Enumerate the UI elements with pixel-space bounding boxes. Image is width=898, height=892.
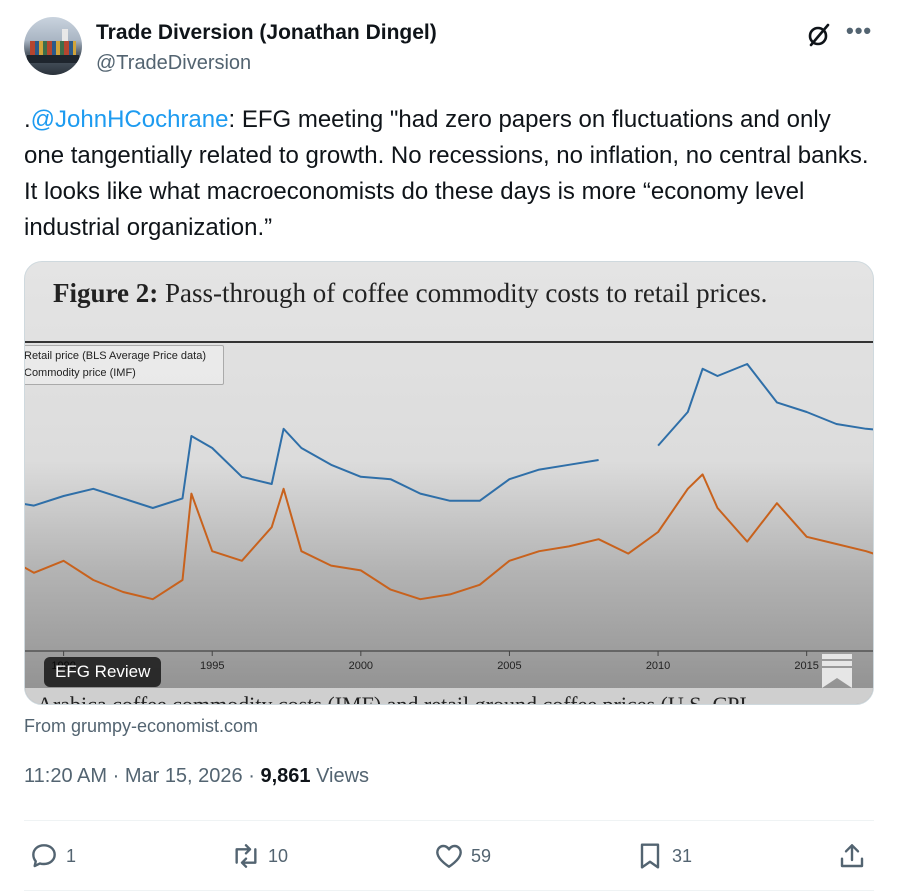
chart-legend: Retail price (BLS Average Price data) Co… — [24, 345, 224, 385]
x-tick-label: 2015 — [794, 660, 818, 672]
legend-entry-retail: Retail price (BLS Average Price data) — [24, 350, 206, 362]
reply-button[interactable]: 1 — [28, 838, 76, 874]
bookmark-icon — [640, 843, 660, 869]
views-label: Views — [310, 765, 370, 787]
repost-icon — [235, 844, 257, 868]
x-tick-label: 2005 — [497, 660, 521, 672]
series-line-retail — [25, 363, 873, 509]
bookmark-overlay-icon — [822, 654, 852, 688]
grok-icon[interactable] — [806, 22, 832, 48]
divider — [24, 890, 874, 891]
tweet-body: : EFG meeting "had zero papers on fluctu… — [24, 106, 869, 241]
legend-entry-commodity: Commodity price (IMF) — [24, 367, 136, 379]
avatar-ship-mast — [62, 29, 68, 43]
share-icon — [840, 844, 864, 868]
divider — [24, 820, 874, 821]
bookmark-button[interactable]: 31 — [634, 838, 692, 874]
more-options-icon[interactable]: ••• — [846, 18, 873, 43]
series-line-commodity — [25, 473, 873, 601]
figure-title-text: Pass-through of coffee commodity costs t… — [158, 278, 768, 308]
meta-separator: · — [242, 765, 261, 787]
efg-review-pill: EFG Review — [44, 657, 162, 687]
x-tick-label: 2000 — [349, 660, 373, 672]
x-tick-label: 1995 — [200, 660, 224, 672]
tweet-media-image[interactable]: Figure 2: Pass-through of coffee commodi… — [24, 261, 874, 705]
meta-separator: · — [107, 765, 125, 787]
figure-rule — [25, 341, 873, 343]
reply-count: 1 — [66, 845, 77, 866]
views-count: 9,861 — [260, 765, 311, 787]
author-handle[interactable]: @TradeDiversion — [96, 52, 252, 74]
like-count: 59 — [471, 845, 492, 866]
author-avatar[interactable] — [24, 17, 82, 75]
figure-title: Figure 2: Pass-through of coffee commodi… — [53, 278, 767, 309]
tweet-date[interactable]: Mar 15, 2026 — [124, 765, 243, 787]
tweet-meta: 11:20 AM · Mar 15, 2026 · 9,861 Views — [24, 765, 369, 788]
author-display-name[interactable]: Trade Diversion (Jonathan Dingel) — [96, 21, 437, 44]
avatar-ship-hull — [27, 55, 79, 63]
figure-label: Figure 2: — [53, 278, 159, 308]
repost-count: 10 — [268, 845, 289, 866]
like-button[interactable]: 59 — [433, 838, 491, 874]
heart-icon — [436, 844, 462, 868]
source-link[interactable]: From grumpy-economist.com — [24, 716, 259, 736]
share-button[interactable] — [836, 838, 868, 874]
figure-caption: Arabica coffee commodity costs (IMF) and… — [37, 692, 747, 705]
repost-button[interactable]: 10 — [230, 838, 288, 874]
tweet-prefix: . — [24, 106, 31, 133]
bookmark-count: 31 — [672, 845, 693, 866]
reply-icon — [32, 844, 56, 868]
avatar-ship-containers — [30, 41, 76, 57]
tweet-text: .@JohnHCochrane: EFG meeting "had zero p… — [24, 102, 876, 246]
figure-caption-band — [25, 688, 873, 704]
x-tick-label: 2010 — [646, 660, 670, 672]
tweet-time[interactable]: 11:20 AM — [24, 765, 108, 787]
chart: 1990199520002005201020152020 — [25, 363, 873, 672]
mention-link[interactable]: @JohnHCochrane — [30, 106, 229, 133]
